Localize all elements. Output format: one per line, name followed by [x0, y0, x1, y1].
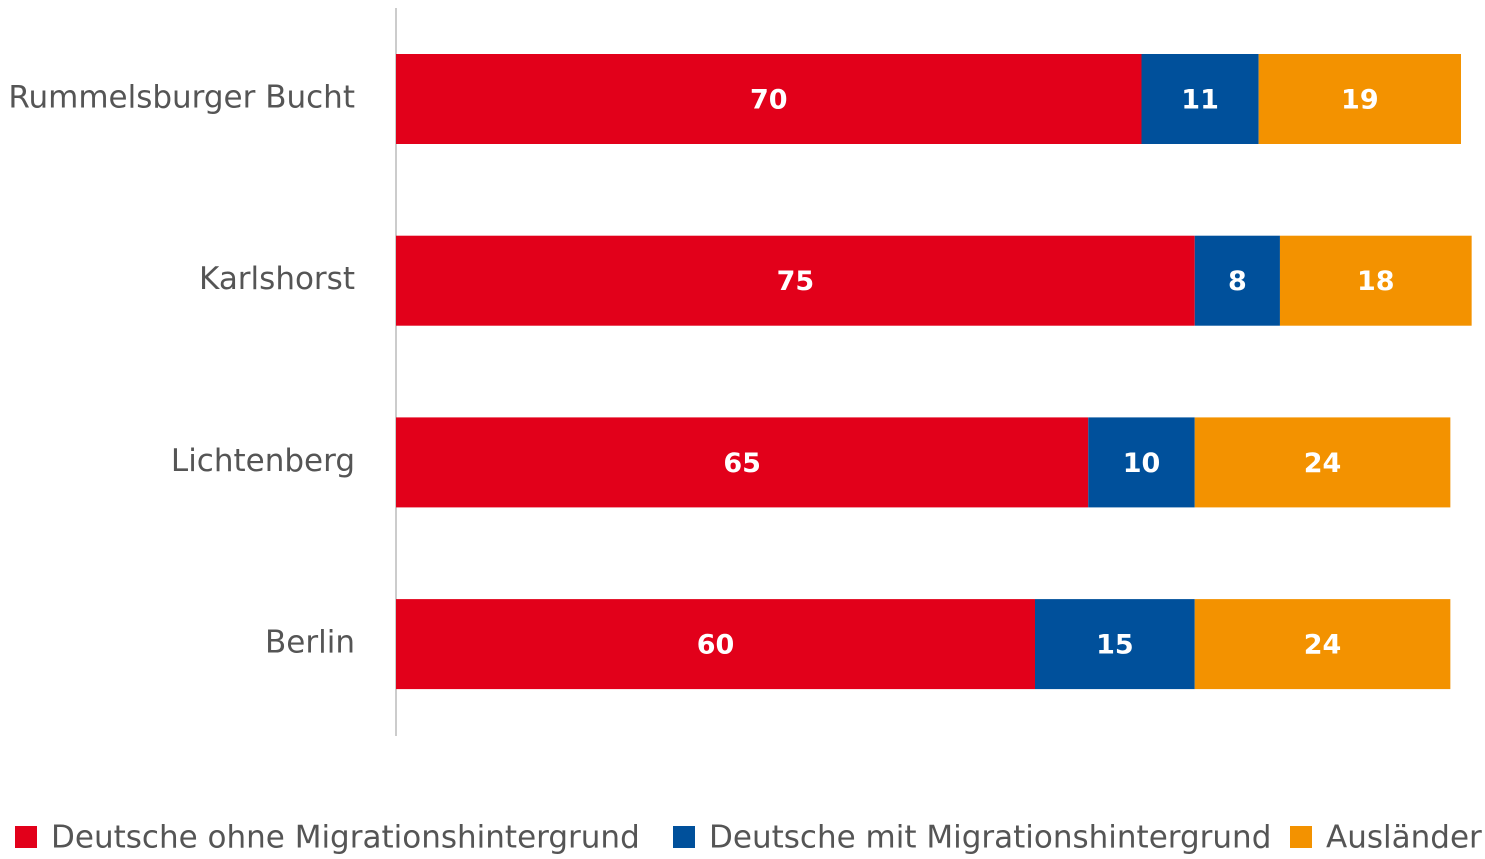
legend-label: Deutsche mit Migrationshintergrund	[709, 820, 1271, 856]
value-label: 8	[1228, 266, 1247, 297]
bar-segment	[396, 235, 1195, 326]
value-label: 15	[1096, 630, 1134, 661]
value-label: 24	[1304, 630, 1342, 661]
value-label: 19	[1341, 85, 1379, 116]
category-label: Rummelsburger Bucht	[8, 80, 355, 116]
bar-segment	[1088, 417, 1195, 508]
legend-label: Ausländer	[1326, 820, 1482, 856]
bar-segment	[396, 417, 1089, 508]
value-label: 65	[723, 448, 761, 479]
bar-segment	[1194, 599, 1451, 690]
value-label: 18	[1357, 266, 1395, 297]
bar-segment	[1194, 235, 1280, 326]
bar-segment	[1194, 417, 1451, 508]
value-label: 24	[1304, 448, 1342, 479]
value-label: 10	[1123, 448, 1161, 479]
bar-segment	[396, 54, 1142, 144]
bar-segment	[396, 599, 1035, 690]
bar-segment	[1279, 235, 1472, 326]
category-label: Lichtenberg	[171, 443, 355, 479]
value-label: 70	[750, 85, 788, 116]
bar-segment	[1035, 599, 1195, 690]
bar-segment	[1258, 54, 1461, 144]
bar-segment	[1141, 54, 1259, 144]
value-label: 11	[1181, 85, 1219, 116]
category-label: Berlin	[265, 625, 355, 661]
value-label: 60	[697, 630, 735, 661]
legend-label: Deutsche ohne Migrationshintergrund	[51, 820, 640, 856]
legend-swatch	[1290, 826, 1312, 848]
value-label: 75	[777, 266, 815, 297]
legend-swatch	[673, 826, 695, 848]
legend-swatch	[15, 826, 37, 848]
category-label: Karlshorst	[199, 261, 355, 297]
